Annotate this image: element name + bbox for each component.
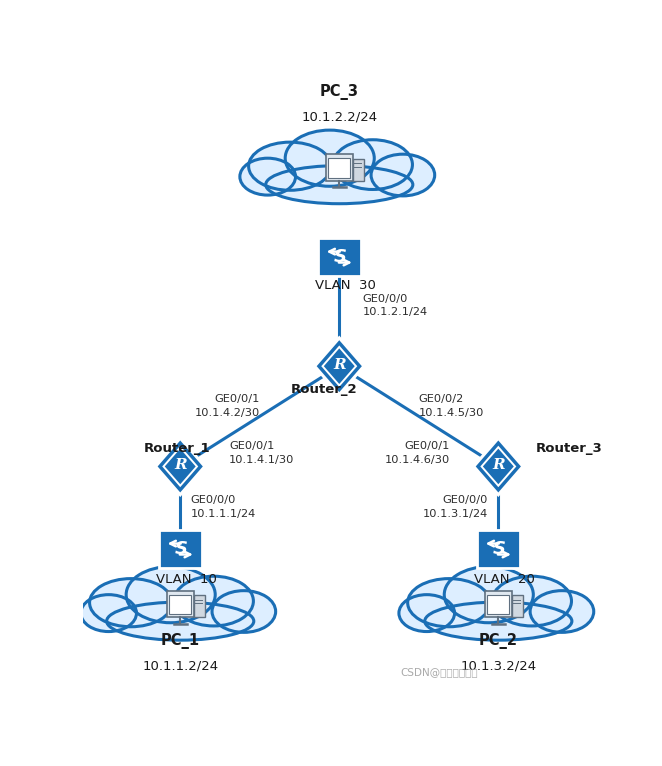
- Text: S: S: [175, 540, 188, 558]
- Text: R: R: [492, 458, 504, 473]
- Text: GE0/0/0
10.1.2.1/24: GE0/0/0 10.1.2.1/24: [362, 293, 428, 317]
- Ellipse shape: [399, 594, 455, 631]
- FancyBboxPatch shape: [194, 595, 205, 617]
- FancyBboxPatch shape: [485, 591, 512, 617]
- Text: PC_2: PC_2: [479, 633, 518, 649]
- Text: PC_3: PC_3: [320, 83, 359, 100]
- Text: GE0/0/1
10.1.4.2/30: GE0/0/1 10.1.4.2/30: [195, 394, 260, 417]
- FancyBboxPatch shape: [169, 595, 191, 614]
- Ellipse shape: [107, 602, 254, 640]
- Text: VLAN  10: VLAN 10: [156, 573, 216, 586]
- Polygon shape: [474, 438, 523, 495]
- Ellipse shape: [333, 139, 412, 189]
- FancyBboxPatch shape: [354, 159, 363, 181]
- Text: GE0/0/2
10.1.4.5/30: GE0/0/2 10.1.4.5/30: [419, 394, 484, 417]
- Ellipse shape: [492, 576, 571, 626]
- Polygon shape: [314, 338, 364, 394]
- Ellipse shape: [174, 576, 254, 626]
- Ellipse shape: [265, 165, 413, 204]
- Text: GE0/0/1
10.1.4.6/30: GE0/0/1 10.1.4.6/30: [385, 441, 449, 465]
- Text: VLAN  20: VLAN 20: [474, 573, 535, 586]
- Ellipse shape: [81, 594, 136, 631]
- Text: CSDN@最终关的网工: CSDN@最终关的网工: [401, 667, 479, 677]
- Ellipse shape: [89, 578, 172, 627]
- Text: GE0/0/0
10.1.1.1/24: GE0/0/0 10.1.1.1/24: [191, 496, 256, 519]
- Ellipse shape: [371, 154, 435, 196]
- Ellipse shape: [212, 591, 275, 633]
- Text: Router_1: Router_1: [143, 442, 210, 455]
- FancyBboxPatch shape: [326, 154, 353, 181]
- Ellipse shape: [240, 159, 295, 195]
- FancyBboxPatch shape: [328, 159, 350, 178]
- Text: VLAN  30: VLAN 30: [314, 280, 375, 293]
- Text: S: S: [334, 248, 347, 266]
- Text: 10.1.2.2/24: 10.1.2.2/24: [301, 110, 377, 123]
- Text: S: S: [493, 540, 506, 558]
- Text: 10.1.3.2/24: 10.1.3.2/24: [460, 660, 536, 673]
- Text: Router_2: Router_2: [291, 383, 357, 396]
- Ellipse shape: [126, 567, 215, 623]
- Ellipse shape: [249, 142, 331, 190]
- FancyBboxPatch shape: [159, 530, 202, 568]
- Text: GE0/0/0
10.1.3.1/24: GE0/0/0 10.1.3.1/24: [423, 496, 488, 519]
- Text: R: R: [174, 458, 187, 473]
- Ellipse shape: [408, 578, 491, 627]
- Text: GE0/0/1
10.1.4.1/30: GE0/0/1 10.1.4.1/30: [229, 441, 295, 465]
- FancyBboxPatch shape: [167, 591, 193, 617]
- FancyBboxPatch shape: [487, 595, 509, 614]
- Ellipse shape: [444, 567, 534, 623]
- FancyBboxPatch shape: [477, 530, 520, 568]
- Polygon shape: [156, 438, 205, 495]
- Text: PC_1: PC_1: [161, 633, 200, 649]
- Text: Router_3: Router_3: [536, 442, 602, 455]
- Text: 10.1.1.2/24: 10.1.1.2/24: [142, 660, 218, 673]
- Ellipse shape: [285, 130, 374, 186]
- FancyBboxPatch shape: [318, 237, 361, 277]
- Ellipse shape: [530, 591, 594, 633]
- FancyBboxPatch shape: [512, 595, 523, 617]
- Text: R: R: [333, 358, 346, 372]
- Ellipse shape: [425, 602, 572, 640]
